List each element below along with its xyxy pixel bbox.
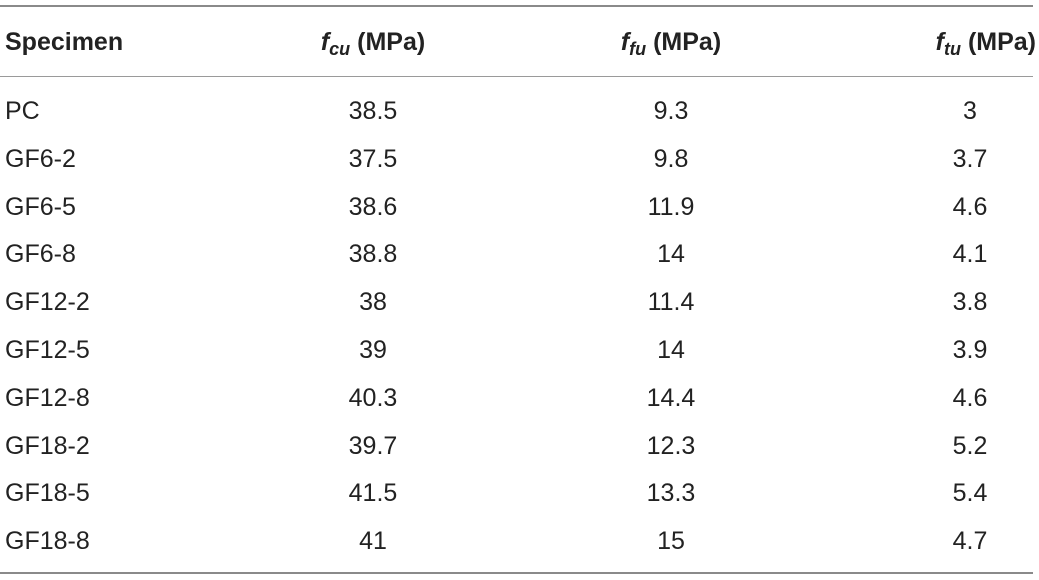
cell-specimen: GF12-8 <box>5 383 90 412</box>
table-row: GF6-8 38.8 14 4.1 <box>0 236 1039 272</box>
cell-ffu: 15 <box>657 527 685 556</box>
cell-specimen: PC <box>5 97 40 125</box>
cell-specimen: GF12-2 <box>5 288 90 317</box>
cell-ftu: 4.6 <box>952 192 988 221</box>
table-row: GF18-5 41.5 13.3 5.4 <box>0 475 1039 511</box>
cell-fcu: 38.6 <box>348 192 398 221</box>
cell-ftu: 4.7 <box>952 527 988 556</box>
header-specimen: Specimen <box>5 28 124 56</box>
header-fcu: fcu (MPa) <box>320 28 426 59</box>
cell-ffu: 9.3 <box>653 97 689 125</box>
cell-specimen: GF6-5 <box>5 192 76 221</box>
table-row: GF12-2 38 11.4 3.8 <box>0 284 1039 320</box>
table-top-rule <box>0 5 1033 7</box>
table-row: GF6-5 38.6 11.9 4.6 <box>0 189 1039 225</box>
cell-fcu: 39 <box>359 336 387 364</box>
cell-ffu: 11.9 <box>647 192 695 221</box>
cell-fcu: 38 <box>359 288 387 317</box>
cell-specimen: GF12-5 <box>5 336 90 364</box>
table-row: GF6-2 37.5 9.8 3.7 <box>0 141 1039 177</box>
cell-fcu: 38.8 <box>348 240 398 269</box>
table-bottom-rule <box>0 572 1033 574</box>
cell-ftu: 5.2 <box>952 431 988 460</box>
header-ffu: ffu (MPa) <box>620 28 722 59</box>
cell-specimen: GF6-8 <box>5 240 76 269</box>
cell-ftu: 3.8 <box>952 288 988 317</box>
cell-ftu: 3 <box>963 97 977 125</box>
table-row: GF12-8 40.3 14.4 4.6 <box>0 380 1039 416</box>
cell-specimen: GF18-8 <box>5 527 90 556</box>
cell-fcu: 37.5 <box>348 144 398 173</box>
table-row: GF18-8 41 15 4.7 <box>0 523 1039 559</box>
cell-ftu: 4.1 <box>952 240 988 269</box>
header-ftu: ftu (MPa) <box>935 28 1036 59</box>
cell-fcu: 41.5 <box>348 479 398 508</box>
cell-fcu: 40.3 <box>348 383 398 412</box>
cell-ffu: 13.3 <box>646 479 696 508</box>
table-row: GF12-5 39 14 3.9 <box>0 332 1039 368</box>
cell-ffu: 12.3 <box>646 431 696 460</box>
cell-specimen: GF6-2 <box>5 144 76 173</box>
cell-fcu: 39.7 <box>348 431 398 460</box>
cell-specimen: GF18-5 <box>5 479 90 508</box>
cell-ffu: 14.4 <box>646 383 696 412</box>
cell-fcu: 41 <box>359 527 387 556</box>
cell-ffu: 11.4 <box>647 288 695 317</box>
cell-ffu: 9.8 <box>653 144 689 173</box>
cell-ftu: 5.4 <box>952 479 988 508</box>
cell-ffu: 14 <box>657 336 685 364</box>
table-header-rule <box>0 76 1033 77</box>
cell-ffu: 14 <box>657 240 685 269</box>
cell-specimen: GF18-2 <box>5 431 90 460</box>
cell-fcu: 38.5 <box>348 97 398 125</box>
cell-ftu: 3.7 <box>952 144 988 173</box>
cell-ftu: 3.9 <box>952 336 988 364</box>
table-row: GF18-2 39.7 12.3 5.2 <box>0 428 1039 464</box>
cell-ftu: 4.6 <box>952 383 988 412</box>
table-row: PC 38.5 9.3 3 <box>0 93 1039 129</box>
